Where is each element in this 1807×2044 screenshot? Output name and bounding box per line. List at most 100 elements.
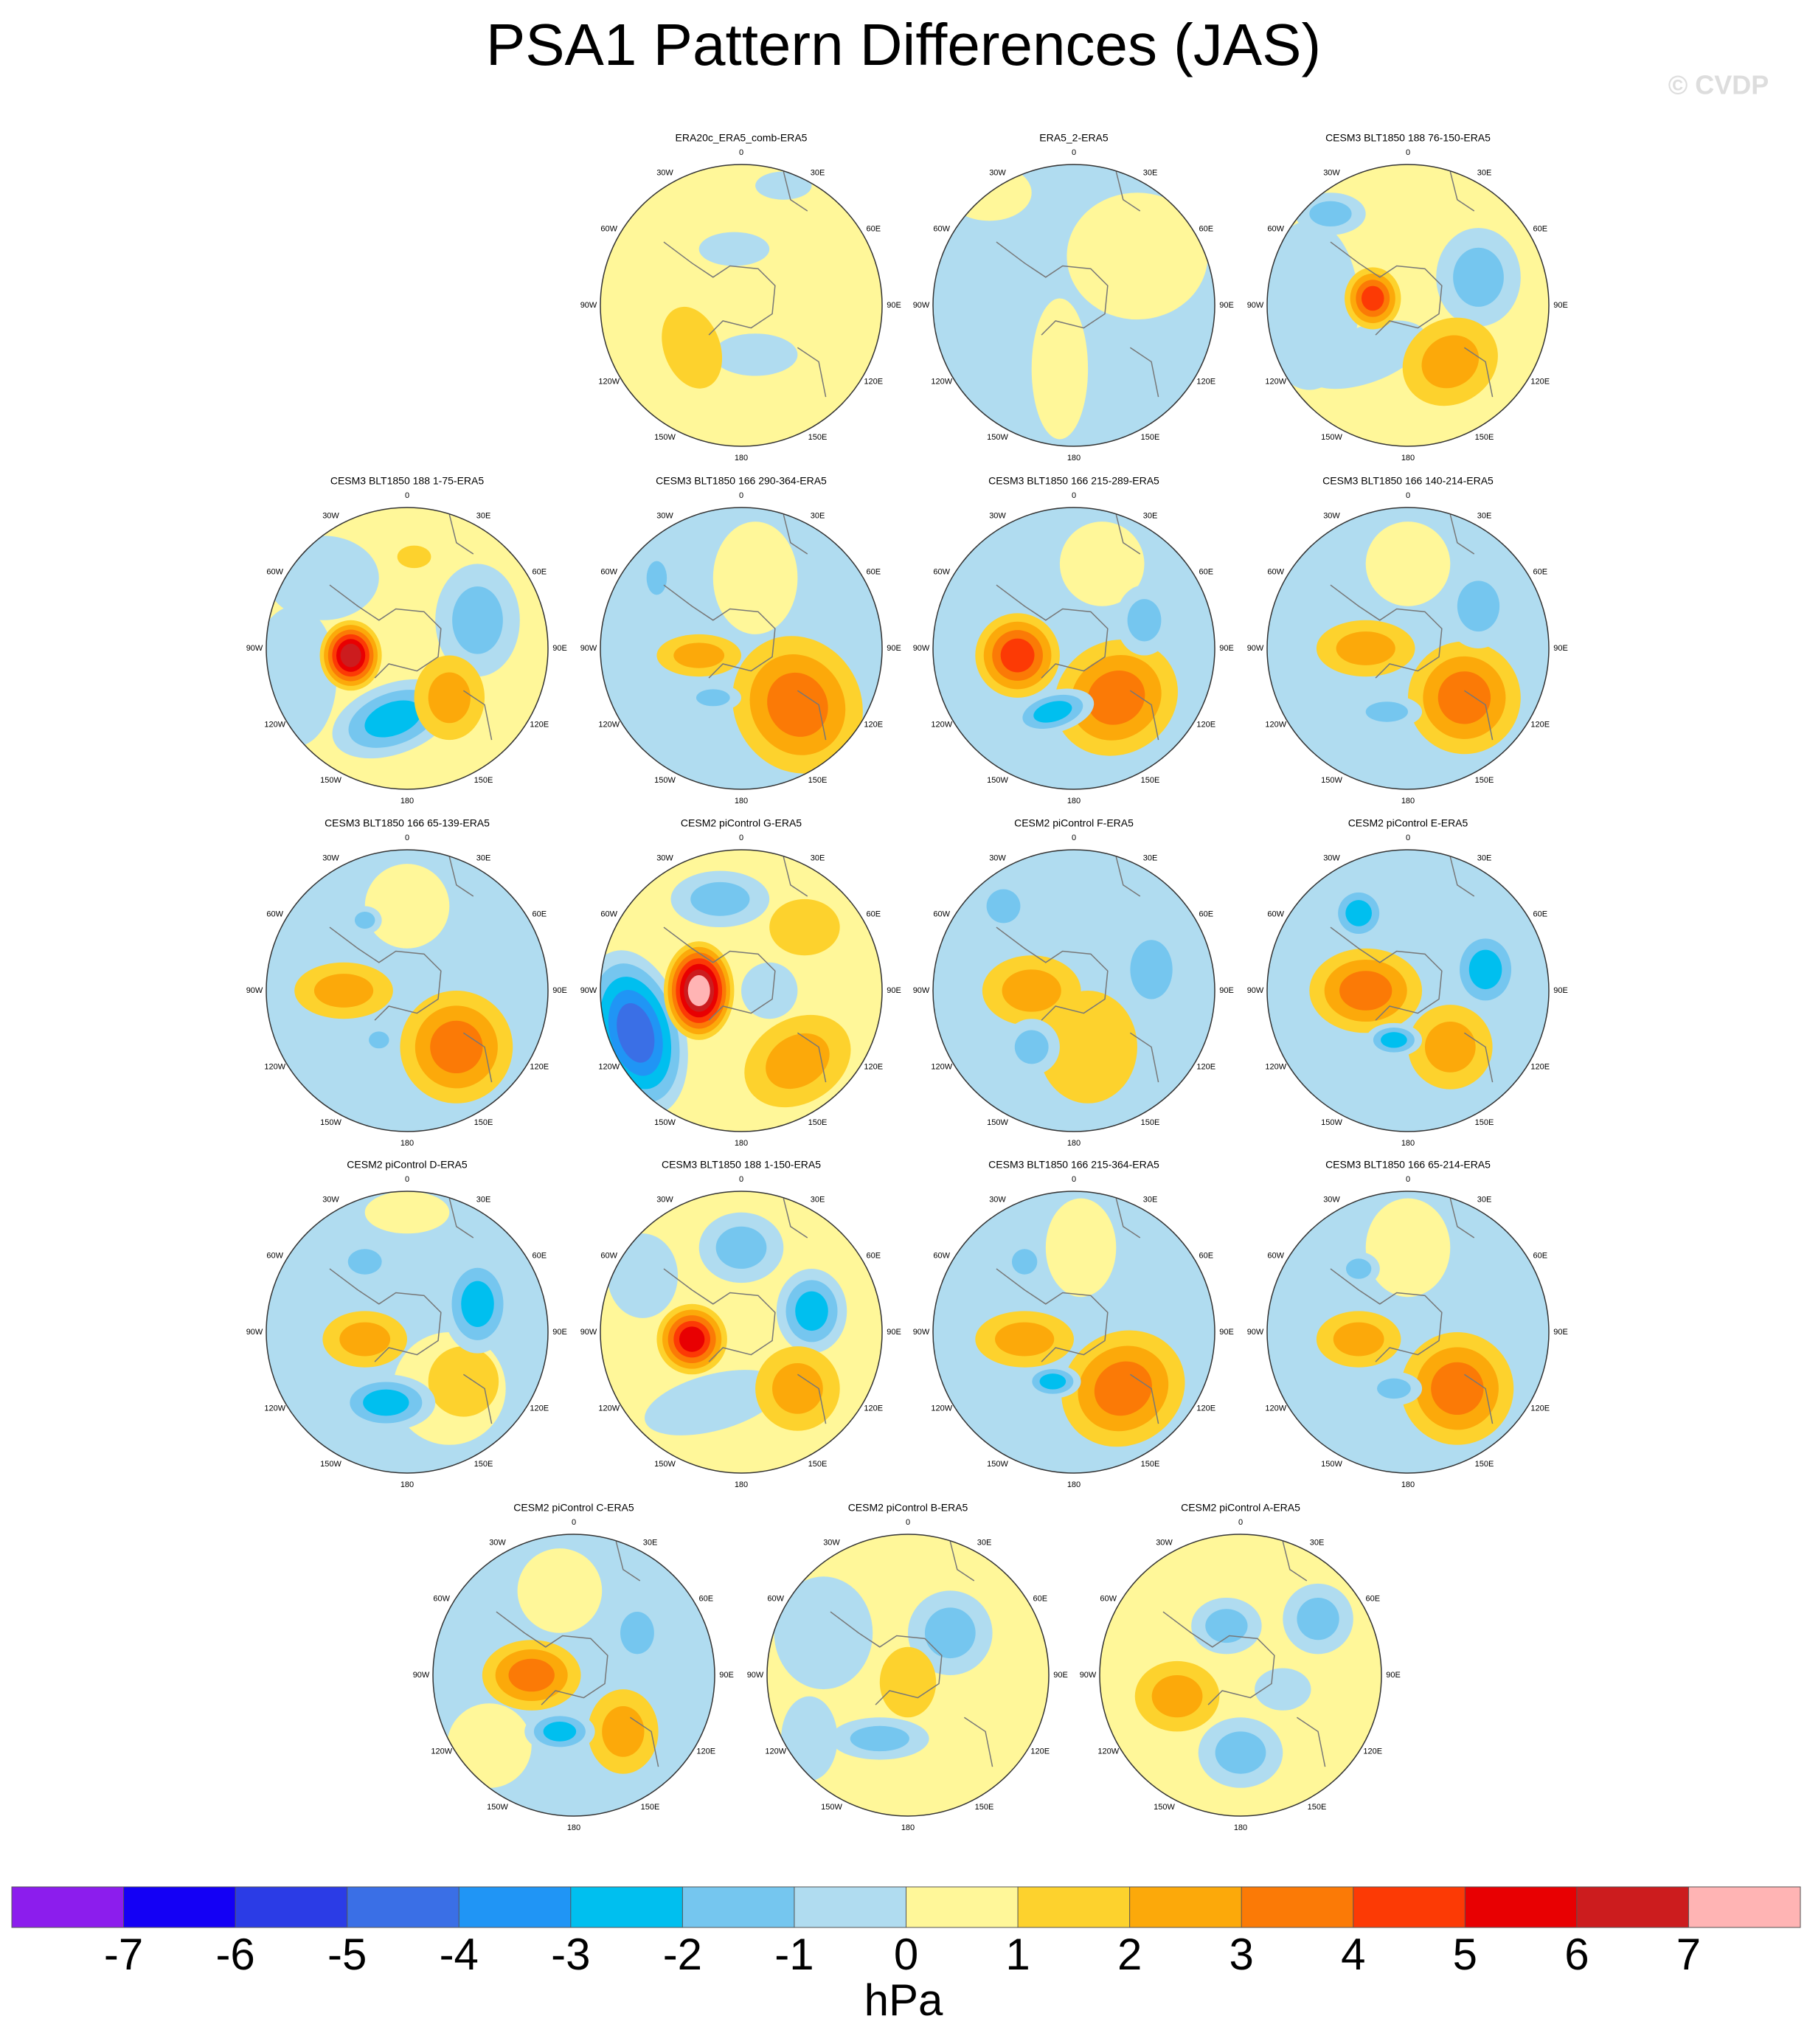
contour-region [1038, 991, 1137, 1104]
lon-label: 0 [1238, 1518, 1243, 1527]
contour-region [1039, 1373, 1066, 1390]
panel-title: CESM2 piControl D-ERA5 [347, 1159, 468, 1171]
map-panel: CESM3 BLT1850 188 1-150-ERA5 0 30E 60E 90E 12… [580, 1159, 901, 1489]
colorbar-label: hPa [864, 1975, 943, 2025]
contour-region [340, 643, 361, 668]
lon-label: 30W [1156, 1539, 1173, 1548]
panel-title: CESM3 BLT1850 166 140-214-ERA5 [1322, 475, 1494, 487]
lon-label: 90W [246, 986, 263, 995]
contour-field [433, 1534, 715, 1816]
lon-label: 150W [654, 1460, 676, 1469]
lon-label: 60E [532, 1251, 547, 1260]
map-border [266, 849, 549, 1132]
coastline [663, 1198, 827, 1424]
lon-label: 90E [1053, 1671, 1068, 1680]
contour-field [767, 1534, 1049, 1816]
lon-label: 90E [887, 986, 901, 995]
lon-label: 120W [264, 720, 285, 729]
lon-label: 60W [1267, 224, 1284, 233]
lon-label: 60W [933, 910, 950, 918]
contour-region [1361, 285, 1384, 311]
coastline [1162, 1541, 1326, 1767]
contour-region [1205, 1609, 1248, 1643]
colorbar-box [235, 1887, 348, 1927]
colorbar-box [1465, 1887, 1578, 1927]
lon-label: 120W [931, 1062, 952, 1071]
contour-region [266, 536, 379, 620]
contour-region [769, 898, 840, 956]
contour-region [1457, 581, 1500, 632]
lon-label: 0 [739, 148, 743, 157]
contour-region [1365, 701, 1408, 722]
lon-label: 120W [264, 1062, 285, 1071]
contour-region [1468, 949, 1502, 990]
lon-label: 90E [1553, 1328, 1568, 1337]
lon-label: 180 [1401, 1480, 1415, 1489]
panel-title: ERA5_2-ERA5 [1039, 132, 1109, 144]
map-panel: CESM2 piControl A-ERA5 0 30E 60E 90E 120E 150E… [1080, 1502, 1401, 1832]
lon-label: 0 [739, 491, 743, 500]
lon-label: 90E [887, 644, 901, 653]
contour-region [755, 171, 812, 200]
contour-region [673, 642, 725, 668]
contour-region [543, 1722, 577, 1742]
contour-region [687, 974, 710, 1007]
panel-title: CESM2 piControl A-ERA5 [1181, 1502, 1300, 1514]
lon-label: 30E [1143, 512, 1158, 521]
lon-label: 30W [322, 512, 339, 521]
colorbar-box [12, 1887, 125, 1927]
lon-label: 90E [552, 644, 567, 653]
panel-title: CESM2 piControl G-ERA5 [681, 817, 802, 829]
lon-label: 30W [989, 512, 1006, 521]
map-border [600, 507, 883, 790]
contour-region [517, 1548, 603, 1633]
figure-title: PSA1 Pattern Differences (JAS) [486, 12, 1321, 77]
lon-label: 90W [580, 644, 597, 653]
contour-field [1267, 164, 1549, 446]
coastline [996, 171, 1159, 398]
contour-region [696, 689, 730, 707]
coastline [1330, 171, 1494, 398]
map-panel: ERA20c_ERA5_comb-ERA5 0 30E 60E 90E 120E 150E 1… [580, 132, 901, 463]
contour-region [1437, 671, 1491, 724]
colorbar-tick-label: -6 [215, 1930, 254, 1979]
coastline [996, 514, 1159, 741]
contour-region [1014, 1030, 1049, 1064]
lon-label: 120W [1265, 1062, 1286, 1071]
coastline [329, 514, 493, 741]
lon-label: 30E [1477, 169, 1492, 178]
lon-label: 60E [1533, 1251, 1547, 1260]
map-border [766, 1534, 1050, 1817]
map-border [1266, 1191, 1550, 1474]
lon-label: 120W [931, 720, 952, 729]
lon-label: 0 [1072, 148, 1076, 157]
contour-region [1421, 335, 1480, 389]
contour-region [1297, 1597, 1339, 1641]
lon-label: 90W [580, 1328, 597, 1337]
contour-region [646, 561, 667, 595]
lon-label: 150W [987, 1118, 1008, 1127]
contour-region [430, 1020, 483, 1074]
lon-label: 60W [767, 1594, 784, 1603]
lon-label: 30E [643, 1539, 658, 1548]
lon-label: 30W [322, 1196, 339, 1205]
contour-region [607, 1233, 679, 1318]
lon-label: 120W [1265, 720, 1286, 729]
lon-label: 30W [1323, 169, 1340, 178]
map-panel: CESM2 piControl F-ERA5 0 30E 60E 90E 120E 150E… [913, 817, 1234, 1148]
contour-region [850, 1725, 909, 1752]
lon-label: 180 [1067, 454, 1081, 463]
lon-label: 90E [1219, 986, 1234, 995]
lon-label: 60E [1199, 224, 1213, 233]
lon-label: 60E [866, 567, 881, 576]
lon-label: 150W [320, 1460, 341, 1469]
lon-label: 30W [656, 169, 673, 178]
map-border [432, 1534, 715, 1817]
coastline [663, 856, 827, 1083]
contour-region [339, 1322, 391, 1357]
lon-label: 30E [977, 1539, 992, 1548]
lon-label: 120E [1030, 1747, 1050, 1756]
lon-label: 90W [1247, 1328, 1264, 1337]
lon-label: 150W [654, 1118, 676, 1127]
contour-field [1267, 850, 1549, 1132]
